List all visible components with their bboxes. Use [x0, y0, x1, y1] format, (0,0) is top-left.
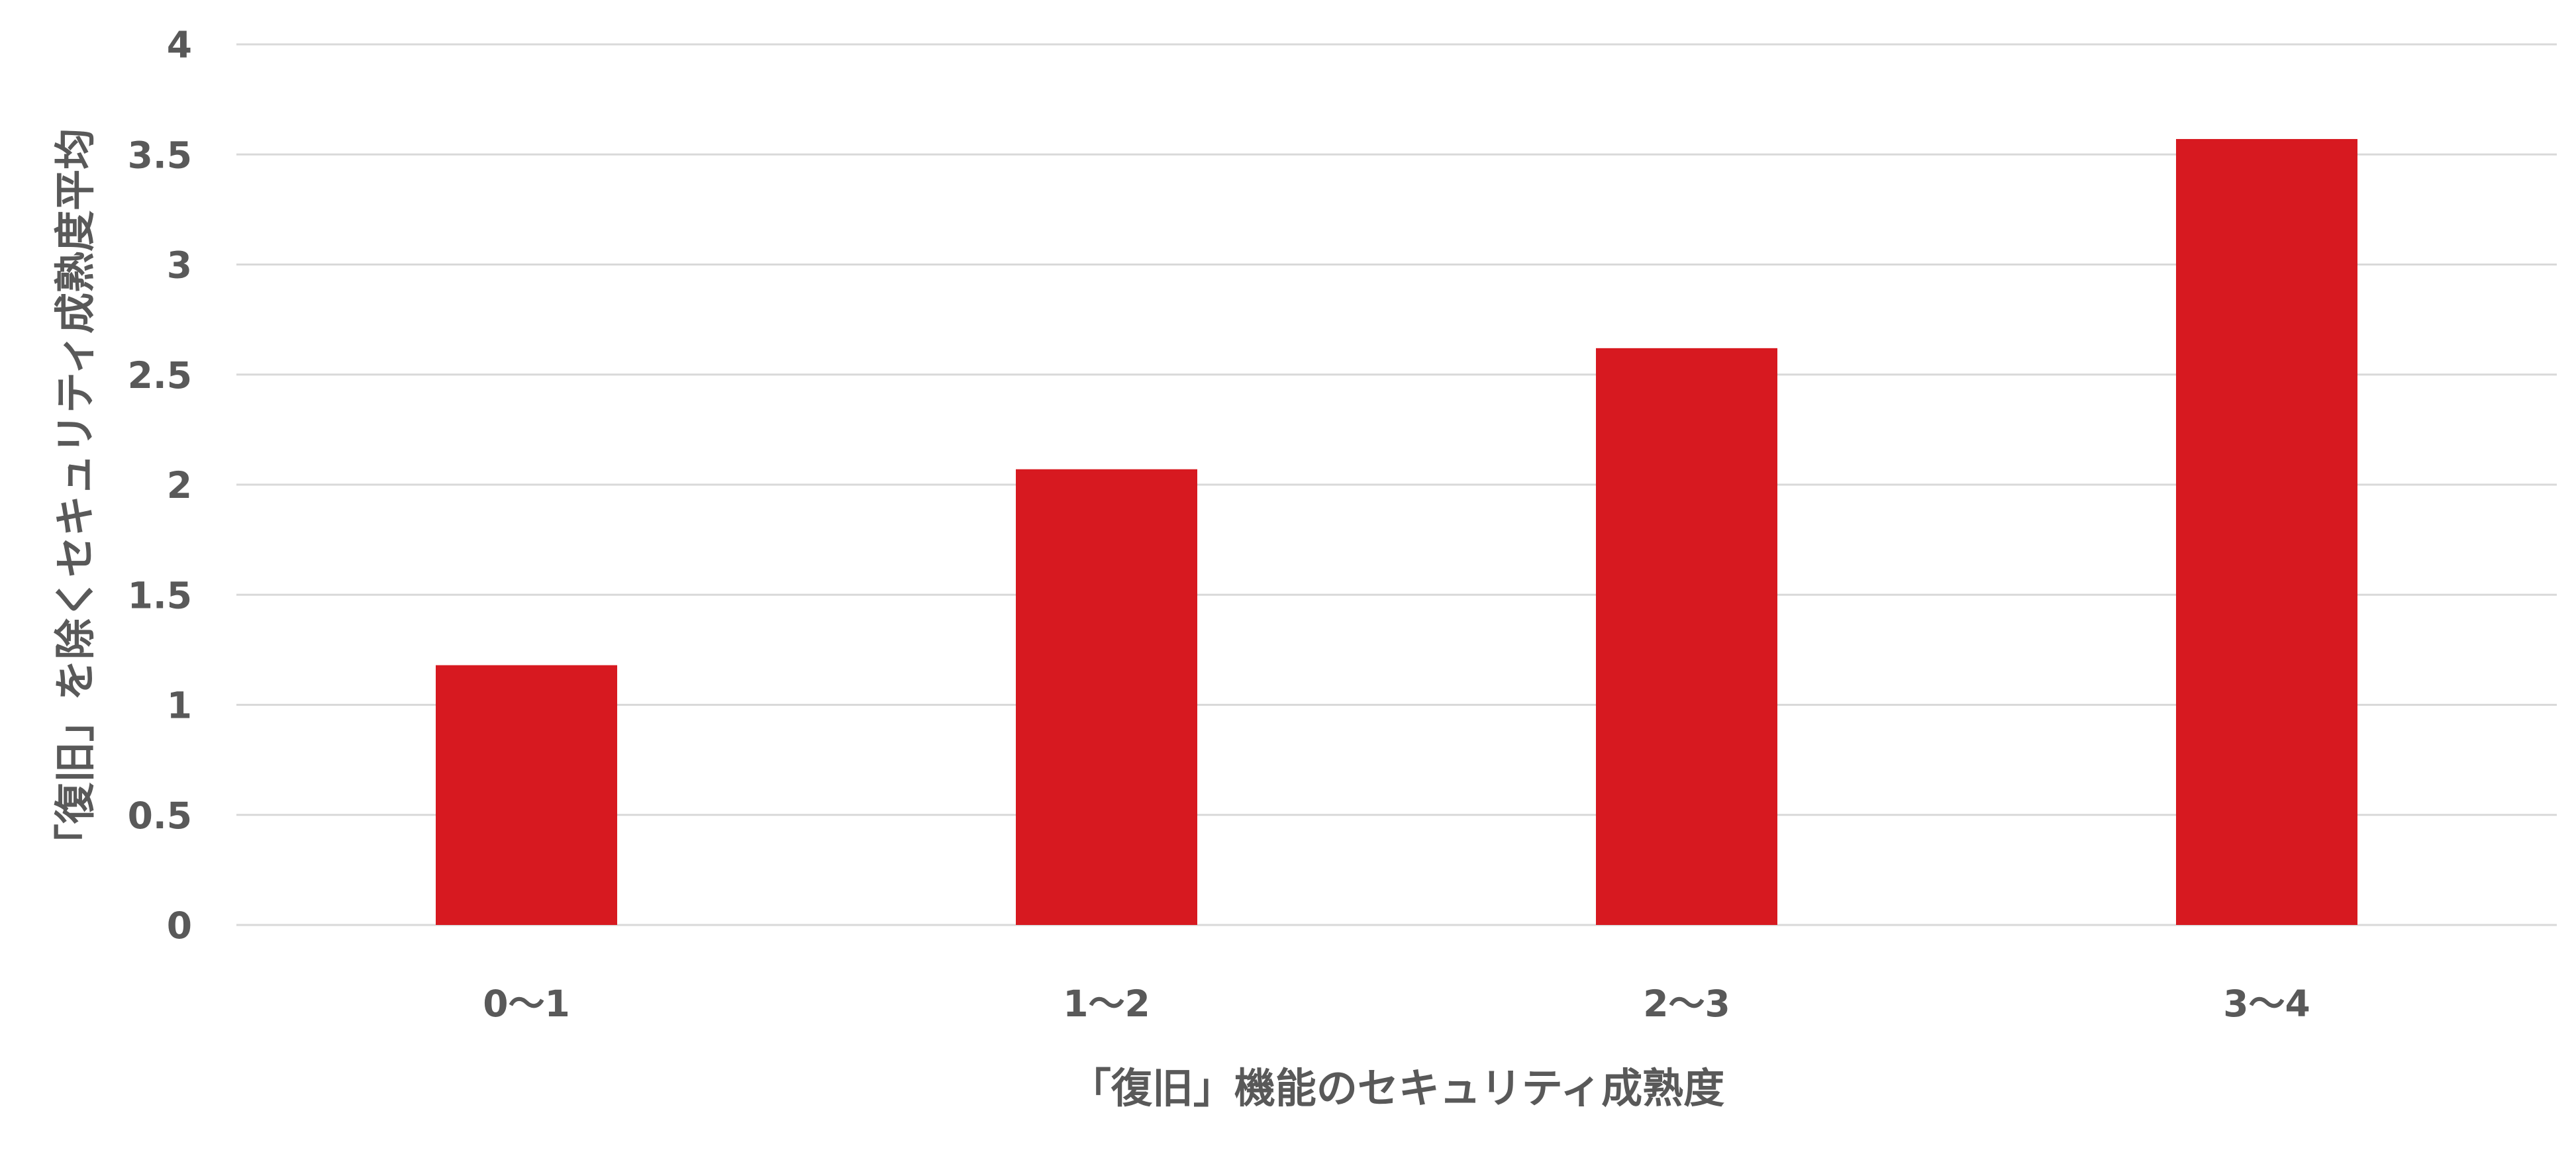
bar-0〜1 [436, 665, 617, 925]
x-tick-labels: 0〜1 1〜2 2〜3 3〜4 [483, 983, 2310, 1025]
y-tick-label: 1 [167, 685, 192, 727]
x-tick-label: 2〜3 [1643, 983, 1730, 1025]
gridlines [236, 43, 2557, 926]
y-tick-label: 1.5 [128, 574, 192, 616]
y-tick-label: 3 [167, 244, 192, 287]
y-tick-label: 3.5 [128, 134, 192, 176]
y-tick-label: 4 [167, 24, 192, 66]
y-tick-label: 0.5 [128, 795, 192, 837]
bar-3〜4 [2176, 138, 2357, 926]
y-tick-label: 0 [167, 904, 192, 947]
y-axis-title: 「復旧」を除くセキュリティ成熟度平均 [51, 128, 99, 865]
x-axis-title: 「復旧」機能のセキュリティ成熟度 [1070, 1064, 1724, 1112]
bar-2〜3 [1596, 348, 1777, 925]
bar-1〜2 [1016, 469, 1197, 925]
y-tick-labels: 0 0.5 1 1.5 2 2.5 3 3.5 4 [128, 24, 192, 947]
bars [436, 138, 2357, 926]
x-tick-label: 3〜4 [2223, 983, 2310, 1025]
x-tick-label: 0〜1 [483, 983, 570, 1025]
y-tick-label: 2 [167, 464, 192, 507]
y-tick-label: 2.5 [128, 354, 192, 397]
x-tick-label: 1〜2 [1063, 983, 1150, 1025]
